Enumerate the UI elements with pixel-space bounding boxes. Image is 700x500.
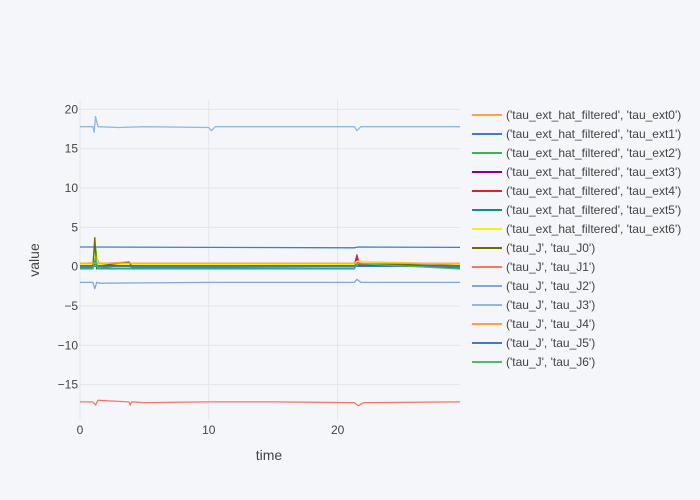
- y-tick-label: 20: [65, 102, 79, 116]
- y-tick-label: −5: [64, 299, 78, 313]
- legend-label: ('tau_ext_hat_filtered', 'tau_ext4'): [506, 184, 681, 198]
- legend[interactable]: ('tau_ext_hat_filtered', 'tau_ext0') ('ta…: [472, 108, 681, 369]
- y-tick-label: 5: [71, 220, 78, 234]
- y-tick-label: −15: [58, 378, 79, 392]
- legend-label: ('tau_ext_hat_filtered', 'tau_ext0'): [506, 108, 681, 122]
- legend-label: ('tau_J', 'tau_J5'): [506, 336, 595, 350]
- legend-item-12[interactable]: ('tau_J', 'tau_J5'): [472, 336, 595, 350]
- legend-label: ('tau_ext_hat_filtered', 'tau_ext6'): [506, 222, 681, 236]
- legend-label: ('tau_J', 'tau_J6'): [506, 355, 595, 369]
- series-line-8: [80, 399, 461, 407]
- legend-item-11[interactable]: ('tau_J', 'tau_J4'): [472, 317, 595, 331]
- x-tick-label: 10: [202, 423, 216, 437]
- y-tick-label: −10: [58, 338, 79, 352]
- x-tick-label: 0: [77, 423, 84, 437]
- legend-label: ('tau_ext_hat_filtered', 'tau_ext3'): [506, 165, 681, 179]
- y-tick-label: 10: [65, 181, 79, 195]
- series-line-10: [80, 115, 460, 133]
- y-axis-title: value: [26, 243, 42, 277]
- legend-label: ('tau_ext_hat_filtered', 'tau_ext1'): [506, 127, 681, 141]
- x-tick-label: 20: [331, 423, 345, 437]
- legend-item-4[interactable]: ('tau_ext_hat_filtered', 'tau_ext4'): [472, 184, 681, 198]
- legend-item-13[interactable]: ('tau_J', 'tau_J6'): [472, 355, 595, 369]
- legend-label: ('tau_ext_hat_filtered', 'tau_ext5'): [506, 203, 681, 217]
- y-tick-label: 0: [71, 260, 78, 274]
- legend-label: ('tau_J', 'tau_J2'): [506, 279, 595, 293]
- series-line-9: [80, 278, 460, 290]
- series-line-13: [80, 256, 461, 270]
- plot-background: [80, 100, 460, 420]
- legend-item-3[interactable]: ('tau_ext_hat_filtered', 'tau_ext3'): [472, 165, 681, 179]
- series-layer: [79, 115, 461, 407]
- legend-label: ('tau_J', 'tau_J1'): [506, 260, 595, 274]
- legend-label: ('tau_ext_hat_filtered', 'tau_ext2'): [506, 146, 681, 160]
- legend-item-7[interactable]: ('tau_J', 'tau_J0'): [472, 241, 595, 255]
- tick-layer: 20 15 10 5 0 −5 −10 −15 0 10 20: [58, 102, 345, 437]
- series-line-1: [80, 246, 461, 249]
- legend-item-8[interactable]: ('tau_J', 'tau_J1'): [472, 260, 595, 274]
- legend-item-6[interactable]: ('tau_ext_hat_filtered', 'tau_ext6'): [472, 222, 681, 236]
- legend-item-1[interactable]: ('tau_ext_hat_filtered', 'tau_ext1'): [472, 127, 681, 141]
- legend-label: ('tau_J', 'tau_J4'): [506, 317, 595, 331]
- legend-item-0[interactable]: ('tau_ext_hat_filtered', 'tau_ext0'): [472, 108, 681, 122]
- legend-item-10[interactable]: ('tau_J', 'tau_J3'): [472, 298, 595, 312]
- legend-item-5[interactable]: ('tau_ext_hat_filtered', 'tau_ext5'): [472, 203, 681, 217]
- legend-label: ('tau_J', 'tau_J0'): [506, 241, 595, 255]
- series-line-7: [80, 236, 461, 270]
- legend-label: ('tau_J', 'tau_J3'): [506, 298, 595, 312]
- y-tick-label: 15: [65, 142, 79, 156]
- x-axis-title: time: [256, 447, 283, 463]
- legend-item-9[interactable]: ('tau_J', 'tau_J2'): [472, 279, 595, 293]
- legend-item-2[interactable]: ('tau_ext_hat_filtered', 'tau_ext2'): [472, 146, 681, 160]
